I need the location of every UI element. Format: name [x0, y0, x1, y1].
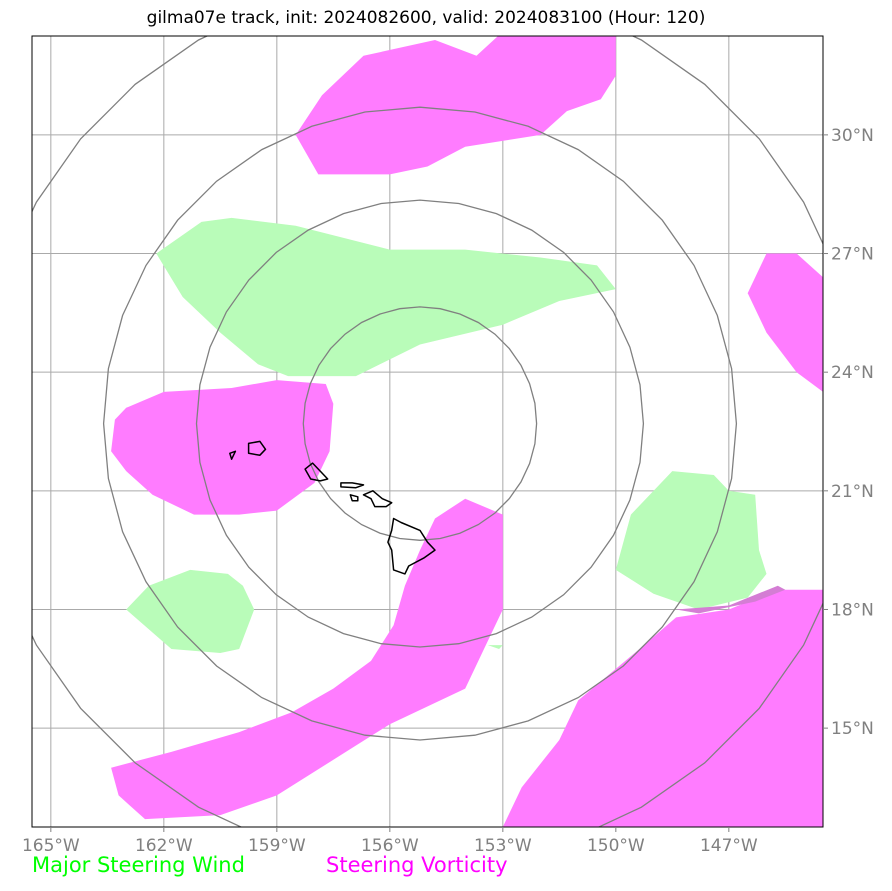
legend-steering-wind: Major Steering Wind: [32, 853, 245, 877]
island-oahu: [304, 462, 329, 482]
island-kauai: [247, 440, 267, 456]
steering-vorticity-region-north: [295, 36, 616, 175]
lat-tick-label: 24°N: [831, 363, 874, 383]
range-ring: [195, 199, 645, 648]
steering-wind-region-southwest: [126, 569, 255, 653]
lon-tick-label: 162°W: [135, 836, 193, 856]
lat-tick-label: 18°N: [831, 600, 874, 620]
lon-tick-label: 153°W: [474, 836, 532, 856]
range-rings: [32, 36, 823, 827]
map-title: gilma07e track, init: 2024082600, valid:…: [146, 8, 706, 28]
map-plot-area: [32, 36, 823, 827]
range-ring: [302, 306, 538, 541]
tick-marks: [50, 134, 828, 832]
lon-tick-label: 150°W: [587, 836, 645, 856]
lon-tick-label: 147°W: [700, 836, 758, 856]
lon-tick-label: 165°W: [22, 836, 80, 856]
lat-tick-label: 21°N: [831, 482, 874, 502]
steering-wind-region-sliver: [487, 645, 503, 649]
lat-tick-label: 27°N: [831, 245, 874, 265]
tick-labels: 165°W 162°W 159°W 156°W 153°W 150°W 147°W 15°N 1…: [22, 126, 874, 856]
steering-vorticity-region-southeast: [502, 589, 823, 827]
vorticity-overlap-region: [676, 585, 786, 614]
coastlines: [229, 440, 436, 575]
range-ring: [102, 106, 738, 741]
lon-tick-label: 159°W: [248, 836, 306, 856]
steering-vorticity-region-west: [111, 380, 334, 515]
lat-tick-label: 30°N: [831, 126, 874, 146]
island-hawaii: [387, 517, 436, 575]
map-frame: [31, 35, 824, 828]
lat-tick-label: 15°N: [831, 719, 874, 739]
steering-wind-region-north-central: [156, 217, 616, 377]
lon-tick-label: 156°W: [361, 836, 419, 856]
island-niihau: [229, 450, 237, 460]
steering-vorticity-layer: [111, 36, 823, 827]
steering-vorticity-region-northeast: [747, 253, 823, 392]
legend-steering-vorticity: Steering Vorticity: [326, 853, 508, 877]
range-ring: [32, 36, 823, 827]
island-maui: [362, 490, 393, 508]
island-molokai: [340, 482, 365, 489]
steering-wind-region-east: [615, 471, 767, 610]
island-lanai: [349, 494, 359, 502]
steering-vorticity-region-central-band: [111, 498, 503, 820]
